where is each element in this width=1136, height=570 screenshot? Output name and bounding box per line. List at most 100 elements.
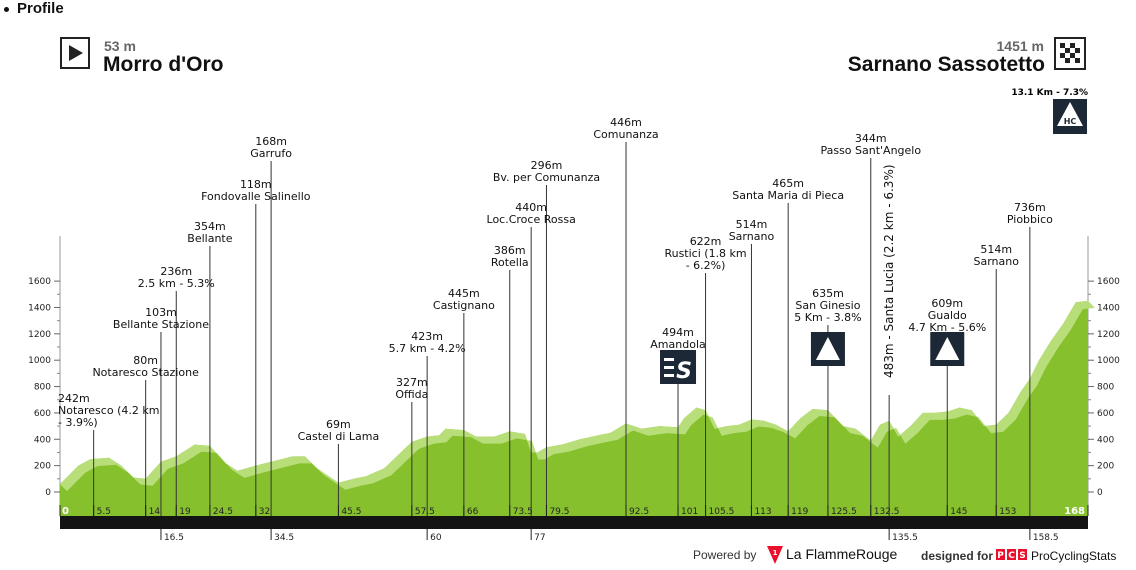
point-label: Passo Sant'Angelo bbox=[820, 144, 921, 157]
km-axis-bar bbox=[60, 516, 1088, 529]
sprint-line-icon bbox=[664, 374, 675, 377]
point-label: Rustici (1.8 km bbox=[664, 247, 746, 260]
y-tick-label-right: 0 bbox=[1097, 488, 1103, 498]
sprint-badge: S bbox=[660, 350, 697, 384]
point-label: Offida bbox=[395, 388, 428, 401]
point-label: - 3.9%) bbox=[58, 416, 98, 429]
svg-text:C: C bbox=[1008, 551, 1015, 560]
point-label: Piobbico bbox=[1007, 213, 1053, 226]
point-label: 635m bbox=[812, 287, 844, 300]
km-label-top: 5.5 bbox=[97, 507, 111, 517]
point-label: 296m bbox=[531, 159, 563, 172]
profile-area bbox=[60, 300, 1088, 516]
y-tick-label-right: 400 bbox=[1097, 435, 1114, 445]
point-label: Fondovalle Salinello bbox=[201, 190, 311, 203]
designed-for-text: designed for bbox=[921, 549, 994, 563]
point-label: Bellante bbox=[187, 232, 232, 245]
km-label-top: 66 bbox=[467, 507, 479, 517]
point-label: Gualdo bbox=[928, 309, 967, 322]
y-tick-label-right: 600 bbox=[1097, 409, 1114, 419]
point-label: San Ginesio bbox=[795, 299, 860, 312]
point-label: 736m bbox=[1014, 201, 1046, 214]
point-label: Sarnano bbox=[973, 255, 1019, 268]
flammerouge-logo-icon: 1 bbox=[767, 546, 783, 567]
climb-badge bbox=[810, 332, 845, 366]
y-tick-label-left: 1400 bbox=[28, 303, 51, 313]
y-tick-label-left: 0 bbox=[45, 488, 51, 498]
point-label: 242m bbox=[58, 392, 90, 405]
km-label-bottom: 60 bbox=[430, 533, 442, 543]
km-label-bottom: 135.5 bbox=[892, 533, 918, 543]
point-label: 2.5 km - 5.3% bbox=[138, 277, 215, 290]
km-label-top: 105.5 bbox=[709, 507, 735, 517]
point-label: Notaresco (4.2 km bbox=[58, 404, 159, 417]
point-label: Garrufo bbox=[250, 147, 292, 160]
point-label: Castel di Lama bbox=[298, 430, 380, 443]
profile-top-band bbox=[60, 300, 1095, 492]
svg-text:S: S bbox=[1019, 551, 1025, 560]
km-label-bottom: 77 bbox=[534, 533, 545, 543]
climb-badge bbox=[930, 332, 965, 366]
km-label-top: 45.5 bbox=[341, 507, 361, 517]
y-tick-label-left: 800 bbox=[34, 383, 51, 393]
point-label: Santa Maria di Pieca bbox=[732, 189, 844, 202]
point-label: 609m bbox=[931, 297, 963, 310]
hc-climb-badge: HC bbox=[1053, 99, 1087, 134]
start-elevation: 53 m bbox=[104, 38, 136, 54]
point-label: 494m bbox=[662, 326, 694, 339]
km-label-top: 19 bbox=[179, 507, 191, 517]
svg-text:P: P bbox=[997, 551, 1004, 560]
point-label: 446m bbox=[610, 116, 642, 129]
point-label: Bellante Stazione bbox=[113, 318, 209, 331]
point-label: 69m bbox=[326, 418, 351, 431]
point-label: Rotella bbox=[491, 256, 529, 269]
km-label-top: 113 bbox=[754, 507, 771, 517]
section-title: Profile bbox=[4, 0, 64, 17]
point-label: Notaresco Stazione bbox=[92, 366, 199, 379]
powered-by-text: Powered by bbox=[693, 548, 757, 562]
km-label-top: 73.5 bbox=[513, 507, 533, 517]
point-label: 445m bbox=[448, 287, 480, 300]
final-climb-label: 13.1 Km - 7.3% bbox=[1011, 88, 1088, 98]
point-label: 236m bbox=[160, 265, 192, 278]
point-label: Amandola bbox=[650, 338, 705, 351]
km-label-top: 0 bbox=[62, 506, 69, 517]
y-tick-label-right: 1200 bbox=[1097, 330, 1120, 340]
finish-elevation: 1451 m bbox=[996, 38, 1044, 54]
bullet-icon bbox=[4, 6, 9, 12]
start-name: Morro d'Oro bbox=[103, 53, 224, 76]
rotated-point-label: 483m - Santa Lucia (2.2 km - 6.3%) bbox=[882, 164, 896, 378]
km-label-top: 32 bbox=[259, 507, 270, 517]
point-label: 4.7 Km - 5.6% bbox=[908, 321, 986, 334]
point-label: 80m bbox=[133, 354, 158, 367]
y-tick-label-right: 1000 bbox=[1097, 356, 1120, 366]
point-label: 440m bbox=[515, 201, 547, 214]
finish-name: Sarnano Sassotetto bbox=[847, 53, 1045, 76]
point-label: 514m bbox=[980, 243, 1012, 256]
flammerouge-brand: La FlammeRouge bbox=[786, 546, 898, 562]
y-tick-label-right: 1400 bbox=[1097, 303, 1120, 313]
km-label-top: 14 bbox=[149, 507, 161, 517]
y-tick-label-right: 200 bbox=[1097, 462, 1114, 472]
pcs-logo-icon: P C S bbox=[996, 549, 1027, 563]
km-label-top: 145 bbox=[950, 507, 967, 517]
point-label: Comunanza bbox=[593, 128, 658, 141]
point-label: 344m bbox=[855, 132, 887, 145]
svg-text:1: 1 bbox=[773, 549, 778, 557]
sprint-line-icon bbox=[664, 366, 675, 369]
km-label-top: 24.5 bbox=[213, 507, 233, 517]
km-label-top: 125.5 bbox=[831, 507, 857, 517]
sprint-line-icon bbox=[664, 358, 675, 361]
point-label: - 6.2%) bbox=[686, 259, 726, 272]
y-tick-label-left: 600 bbox=[34, 409, 51, 419]
y-tick-label-left: 1200 bbox=[28, 330, 51, 340]
y-tick-label-right: 1600 bbox=[1097, 277, 1120, 287]
point-label: 327m bbox=[396, 376, 428, 389]
km-label-top: 57.5 bbox=[415, 507, 435, 517]
y-tick-label-left: 1600 bbox=[28, 277, 51, 287]
point-label: 514m bbox=[736, 218, 768, 231]
mountain-icon bbox=[935, 337, 960, 360]
start-play-icon bbox=[60, 37, 90, 69]
point-label: Loc.Croce Rossa bbox=[487, 213, 576, 226]
